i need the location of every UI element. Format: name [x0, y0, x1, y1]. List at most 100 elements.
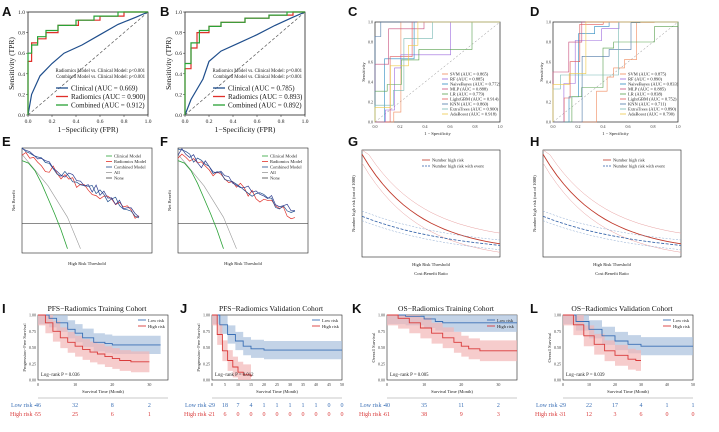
event-lower-ci — [542, 220, 682, 250]
plot-frame — [21, 147, 153, 254]
risk-count-high: 0 — [341, 412, 344, 418]
y-tick-label: 1.00 — [29, 313, 36, 318]
risk-count-high: 0 — [302, 412, 305, 418]
roc-curve-combined — [27, 11, 148, 115]
x-axis-label: 1−Specificity (FPR) — [58, 125, 119, 134]
y-tick-label: 0.8 — [368, 40, 373, 45]
x-tick-label: 0.2 — [49, 119, 56, 125]
x-tick-label: 1.0 — [498, 124, 503, 129]
y-tick-label: 0.6 — [175, 51, 182, 57]
legend-entry: SVM (AUC = 0.875) — [628, 72, 667, 77]
x-tick-label: 50 — [691, 382, 695, 387]
y-axis-label: Sensitivity (TPR) — [164, 37, 173, 90]
confidence-band — [212, 315, 342, 360]
risk-count-low: 4 — [640, 403, 643, 409]
legend-entry: Clinical Model — [270, 154, 298, 159]
panel-label-L: L — [530, 301, 538, 316]
legend-entry: Clinical (AUC = 0.669) — [71, 85, 138, 93]
roc-curve-combined — [184, 11, 305, 115]
legend-entry: Low risk — [497, 318, 514, 323]
y-tick-label: 0.2 — [546, 100, 551, 105]
y-tick-label: 0.50 — [29, 345, 36, 350]
x-tick-label: 0.8 — [473, 124, 478, 129]
y-tick-label: 0.2 — [175, 92, 182, 98]
y-tick-label: 0.4 — [546, 80, 551, 85]
plot-frame — [361, 149, 501, 258]
legend-entry: Combined (AUC = 0.892) — [228, 102, 302, 110]
x-tick-label: 0.2 — [206, 119, 213, 125]
model-net-benefit-curve — [177, 148, 296, 213]
risk-count-high: 61 — [384, 412, 390, 418]
treat-all-line — [21, 154, 81, 249]
legend-entry: Combined Model — [114, 165, 146, 170]
risk-count-high: 21 — [209, 412, 215, 418]
km-panel-J: 0 5 10 15 20 25 30 35 40 45 500.000.250.500.751.00… — [184, 304, 344, 418]
x-tick-label: 0.2 — [398, 124, 403, 129]
legend-entry: ExtraTrees (AUC = 0.890) — [628, 107, 677, 112]
diagonal-reference-line — [27, 11, 149, 116]
y-axis-label: Sensitivity — [361, 62, 366, 82]
risk-count-high: 31 — [560, 412, 566, 418]
legend-entry: All — [270, 170, 277, 175]
panel-label-K: K — [352, 301, 362, 316]
x-tick-label: 30 — [496, 382, 500, 387]
legend-entry: Low risk — [673, 318, 690, 323]
x-tick-label: 0.6 — [626, 124, 631, 129]
risk-count-high: 0 — [237, 412, 240, 418]
km-panel-K: 0 10 20 30 0.00 0.25 0.50 0.75 1.00 OS−Radiomics … — [359, 304, 518, 418]
x-tick-label: 10 — [73, 382, 77, 387]
roc-panel-A: 0.0 0.2 0.4 0.6 0.8 1.0 0.0 0.2 0.4 0.6 0.8 1.0 1−Sp… — [7, 10, 152, 134]
risk-count-low: 1 — [302, 403, 305, 409]
legend-entry: KNN (AUC = 0.711) — [628, 102, 667, 107]
y-tick-label: 0.8 — [546, 40, 551, 45]
risk-count-high: 6 — [640, 412, 643, 418]
x-tick-label: 5 — [224, 382, 226, 387]
y-tick-label: 0.0 — [175, 113, 182, 119]
risk-table-label-high: High risk - — [359, 412, 385, 418]
legend-entry: All — [114, 170, 121, 175]
y-tick-label: 0.2 — [368, 100, 373, 105]
pvalue-text: Radiomics Model vs. Clinical Model: p<0.… — [56, 69, 146, 74]
x-tick-label: 35 — [301, 382, 305, 387]
x-tick-label: 1.0 — [302, 119, 309, 125]
risk-count-high: 0 — [263, 412, 266, 418]
diagonal-reference-line — [374, 21, 501, 123]
risk-upper-ci — [542, 149, 682, 234]
x-tick-label: 0.6 — [97, 119, 104, 125]
legend-entry: LightGBM (AUC = 0.914) — [450, 97, 499, 102]
treat-all-line — [177, 154, 237, 249]
risk-table-label-high: High risk - — [184, 412, 210, 418]
risk-table-label-low: Low risk - — [185, 403, 210, 409]
y-tick-label: 0.8 — [175, 31, 182, 37]
y-tick-label: 0.00 — [554, 378, 561, 383]
multi-roc-panel-C: 0.0 0.2 0.4 0.6 0.8 1.0 0.0 0.2 0.4 0.6 0.8 1.0 SVM … — [361, 20, 503, 137]
risk-count-high: 0 — [276, 412, 279, 418]
legend-entry: Radiomics Model — [114, 159, 147, 164]
risk-count-low: 1 — [276, 403, 279, 409]
number-high-risk-curve — [361, 154, 501, 245]
y-tick-label: 0.75 — [29, 329, 36, 334]
risk-count-low: 1 — [315, 403, 318, 409]
y-tick-label: 0.8 — [18, 31, 25, 37]
risk-lower-ci — [542, 162, 682, 253]
legend-entry: Clinical (AUC = 0.785) — [228, 85, 295, 93]
risk-count-low: 1 — [692, 403, 695, 409]
risk-count-high: 1 — [148, 412, 151, 418]
x-tick-label: 0.0 — [373, 124, 378, 129]
roc-curve-clinical — [27, 11, 149, 116]
y-tick-label: 0.75 — [203, 329, 210, 334]
y-tick-label: 0.6 — [368, 60, 373, 65]
panel-label-A: A — [2, 4, 12, 19]
legend-entry: Radiomics (AUC = 0.900) — [71, 93, 146, 101]
high-risk-curve — [563, 314, 641, 361]
x-tick-label: 0.6 — [254, 119, 261, 125]
risk-count-low: 35 — [421, 403, 427, 409]
legend-entry: High risk — [148, 324, 166, 329]
y-axis-label: Overall Survival — [371, 332, 376, 363]
y-tick-label: 0.25 — [29, 361, 36, 366]
y-tick-label: 0.50 — [378, 345, 385, 350]
risk-count-low: 2 — [497, 403, 500, 409]
